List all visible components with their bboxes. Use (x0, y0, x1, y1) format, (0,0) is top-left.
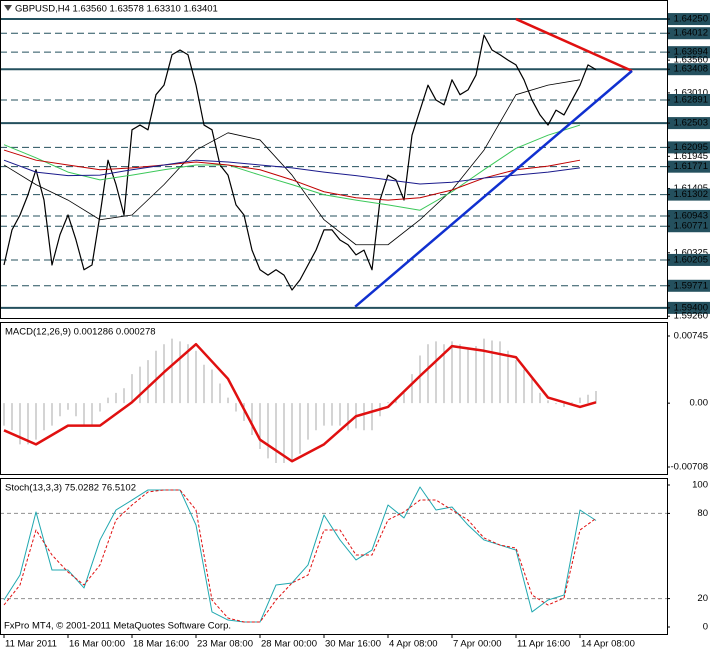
y-tick-label: 0 (703, 622, 708, 633)
series-line (3, 489, 597, 623)
plot-area (1, 486, 667, 623)
footer: FxPro MT4, © 2001-2011 MetaQuotes Softwa… (4, 621, 231, 632)
y-tick-label: 1.63694 (674, 47, 708, 58)
x-tick-label: 30 Mar 16:00 (325, 639, 381, 650)
panel-icon (4, 5, 12, 11)
level-label-box (668, 188, 710, 201)
y-tick-label: 100 (692, 480, 708, 491)
y-tick-label: 1.60205 (674, 254, 708, 265)
y-tick-label: 1.60943 (674, 211, 708, 222)
x-tick-label: 11 Apr 16:00 (517, 639, 570, 650)
y-tick-label: 1.63408 (674, 64, 708, 75)
y-tick-label: 1.61945 (674, 151, 708, 162)
price-panel-frame (0, 0, 668, 319)
y-tick-label: 1.61405 (674, 183, 708, 194)
level-label-box (668, 63, 710, 76)
y-tick-label: 80 (697, 508, 708, 519)
y-tick-label: 0.00 (690, 398, 709, 409)
plot-area (1, 17, 667, 309)
level-label-box (668, 13, 710, 26)
x-tick-label: 14 Apr 08:00 (581, 639, 635, 650)
y-tick-label: 1.62095 (674, 142, 708, 153)
chart-title: GBPUSD,H4 1.63560 1.63578 1.63310 1.6340… (15, 4, 218, 15)
y-tick-label: 1.62503 (674, 118, 708, 129)
trend-line (354, 69, 633, 308)
series-line (3, 342, 597, 463)
y-tick-label: 1.64012 (674, 28, 708, 39)
y-tick-label: 1.59260 (674, 311, 708, 322)
level-label-box (668, 117, 710, 130)
series-line (3, 79, 581, 246)
y-tick-label: 1.64250 (674, 14, 708, 25)
x-tick-label: 18 Mar 16:00 (133, 639, 189, 650)
stoch-title: Stoch(13,3,3) 75.0282 76.5102 (5, 483, 136, 494)
y-tick-label: 1.63560 (674, 55, 708, 66)
series-line (3, 159, 581, 185)
level-label-box (668, 46, 710, 59)
level-label-box (668, 141, 710, 154)
level-label-box (668, 301, 710, 314)
x-tick-label: 7 Apr 00:00 (453, 639, 502, 650)
macd-title: MACD(12,26,9) 0.001286 0.000278 (5, 327, 156, 338)
y-tick-label: 1.62891 (674, 95, 708, 106)
level-label-box (668, 160, 710, 173)
x-tick-label: 4 Apr 08:00 (389, 639, 438, 650)
y-tick-label: 0.00745 (674, 331, 708, 342)
trend-line (515, 17, 633, 73)
level-label-box (668, 27, 710, 40)
y-tick-label: 1.61771 (674, 161, 708, 172)
y-tick-label: 1.61302 (674, 189, 708, 200)
level-label-box (668, 253, 710, 266)
level-label-box (668, 209, 710, 222)
plot-area (3, 338, 597, 464)
y-tick-label: 1.59400 (674, 302, 708, 313)
series-line (3, 34, 597, 291)
level-label-box (668, 220, 710, 233)
stoch-panel-frame (0, 478, 668, 635)
y-tick-label: 20 (697, 593, 708, 604)
y-tick-label: 1.60325 (674, 247, 708, 258)
y-tick-label: 1.59771 (674, 280, 708, 291)
y-tick-label: -0.00708 (670, 462, 708, 473)
x-tick-label: 23 Mar 08:00 (197, 639, 253, 650)
level-label-box (668, 93, 710, 106)
series-line (3, 124, 581, 211)
x-tick-label: 28 Mar 00:00 (261, 639, 317, 650)
x-tick-label: 16 Mar 00:00 (69, 639, 125, 650)
y-tick-label: 1.60771 (674, 221, 708, 232)
x-tick-label: 11 Mar 2011 (5, 639, 57, 650)
level-label-box (668, 279, 710, 292)
y-tick-label: 1.63010 (674, 87, 708, 98)
macd-panel-frame (0, 322, 668, 475)
